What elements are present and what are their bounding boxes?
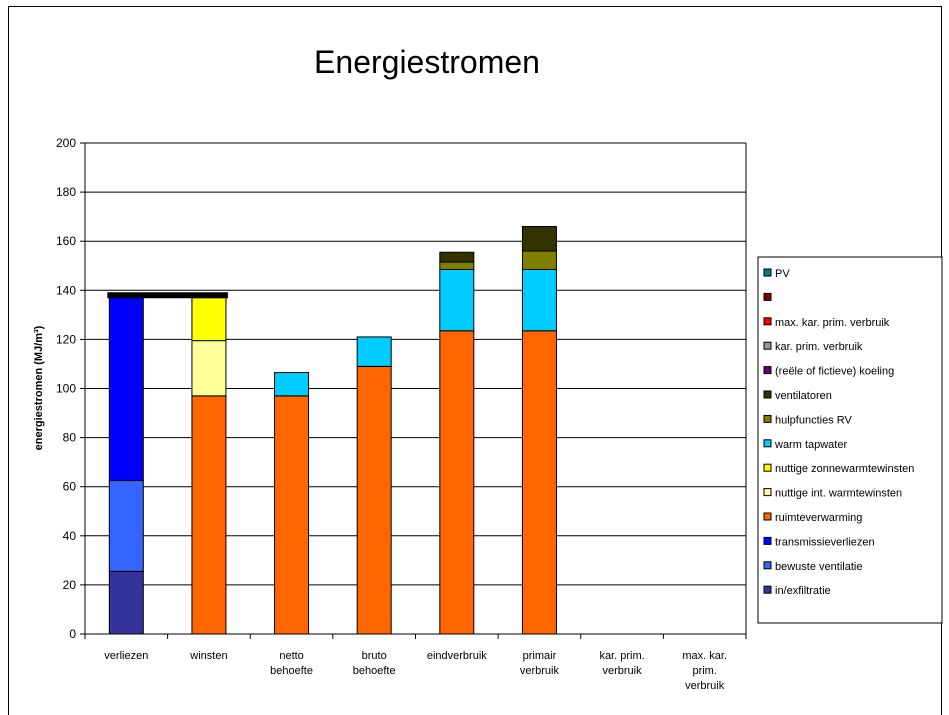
- category-label-line: verbruik: [685, 680, 725, 692]
- category-label-line: kar. prim.: [599, 650, 644, 662]
- bar-segment: [439, 251, 475, 263]
- bar-segment: [521, 250, 557, 270]
- legend-label: (reële of fictieve) koeling: [775, 366, 894, 378]
- y-tick-label: 80: [63, 431, 77, 445]
- bar-segment: [191, 340, 227, 397]
- legend-label: nuttige int. warmtewinsten: [775, 488, 902, 500]
- category-label-line: prim.: [692, 665, 716, 677]
- legend-swatch: [763, 561, 772, 570]
- category-label: primair verbruik: [520, 650, 560, 677]
- category-label: kar. prim. verbruik: [599, 650, 644, 677]
- y-tick-label: 0: [69, 627, 76, 641]
- category-label: netto behoefte: [270, 650, 313, 677]
- bar-segment: [108, 297, 144, 482]
- legend-swatch: [763, 585, 772, 594]
- bar-segment: [191, 297, 227, 342]
- legend-label: warm tapwater: [774, 439, 847, 451]
- legend-label: hulpfuncties RV: [775, 414, 853, 426]
- category-label-line: bruto: [362, 650, 387, 662]
- category-label-line: eindverbruik: [427, 650, 487, 662]
- legend-swatch: [763, 536, 772, 545]
- category-label-line: winsten: [189, 650, 227, 662]
- category-label: bruto behoefte: [353, 650, 396, 677]
- legend-label: bewuste ventilatie: [775, 561, 862, 573]
- category-label-line: verbruik: [603, 665, 643, 677]
- category-label-line: behoefte: [353, 665, 396, 677]
- bar-segment: [439, 261, 475, 270]
- legend-label: max. kar. prim. verbruik: [775, 317, 890, 329]
- category-label: eindverbruik: [427, 650, 487, 662]
- category-label: verliezen: [104, 650, 148, 662]
- y-tick-label: 200: [56, 136, 76, 150]
- legend-swatch: [763, 439, 772, 448]
- legend-label: nuttige zonnewarmtewinsten: [775, 463, 914, 475]
- y-tick-label: 120: [56, 332, 76, 346]
- category-label-line: verbruik: [520, 665, 560, 677]
- legend-label: transmissieverliezen: [775, 536, 875, 548]
- legend-label: PV: [775, 268, 790, 280]
- legend-swatch: [763, 268, 772, 277]
- y-tick-label: 20: [63, 578, 77, 592]
- category-label-line: behoefte: [270, 665, 313, 677]
- bar-segment: [274, 372, 310, 397]
- bar-segment: [356, 336, 392, 367]
- y-tick-label: 160: [56, 234, 76, 248]
- legend-box: [757, 256, 943, 624]
- y-tick-label: 60: [63, 480, 77, 494]
- legend-label: ventilatoren: [775, 390, 832, 402]
- bar-segment: [439, 330, 475, 635]
- y-tick-label: 140: [56, 283, 76, 297]
- category-label: winsten: [189, 650, 227, 662]
- bar-segment: [108, 480, 144, 572]
- bar-segment: [439, 268, 475, 332]
- legend-label: kar. prim. verbruik: [775, 341, 863, 353]
- plot-area: 0 20 40 60 80 100 120 140 160 180 200 verliezen wins…: [56, 136, 747, 692]
- legend-swatch: [763, 341, 772, 350]
- bar-segment: [521, 225, 557, 252]
- legend-label: in/exfiltratie: [775, 585, 831, 597]
- legend-swatch: [763, 292, 772, 301]
- legend-swatch: [763, 390, 772, 399]
- y-tick-label: 180: [56, 185, 76, 199]
- category-label-line: primair: [523, 650, 557, 662]
- legend-swatch: [763, 488, 772, 497]
- bar-segment: [191, 395, 227, 635]
- bar-segment: [521, 330, 557, 635]
- legend-swatch: [763, 317, 772, 326]
- y-tick-label: 40: [63, 529, 77, 543]
- bar-segment: [108, 570, 144, 635]
- legend-swatch: [763, 366, 772, 375]
- category-label-line: max. kar.: [682, 650, 727, 662]
- bar-segment: [521, 268, 557, 332]
- legend-label: ruimteverwarming: [775, 512, 862, 524]
- y-tick-label: 100: [56, 382, 76, 396]
- legend-swatch: [763, 463, 772, 472]
- bar-segment: [274, 395, 310, 635]
- legend: PV max. kar. prim. verbruik kar. prim. ver…: [757, 256, 943, 624]
- category-label: max. kar. prim. verbruik: [682, 650, 727, 692]
- y-axis-label: energiestromen (MJ/m³): [33, 325, 45, 450]
- legend-swatch: [763, 512, 772, 521]
- category-label-line: netto: [279, 650, 303, 662]
- category-label-line: verliezen: [104, 650, 148, 662]
- legend-swatch: [763, 414, 772, 423]
- chart-title: Energiestromen: [314, 44, 540, 80]
- bar-segment: [356, 365, 392, 635]
